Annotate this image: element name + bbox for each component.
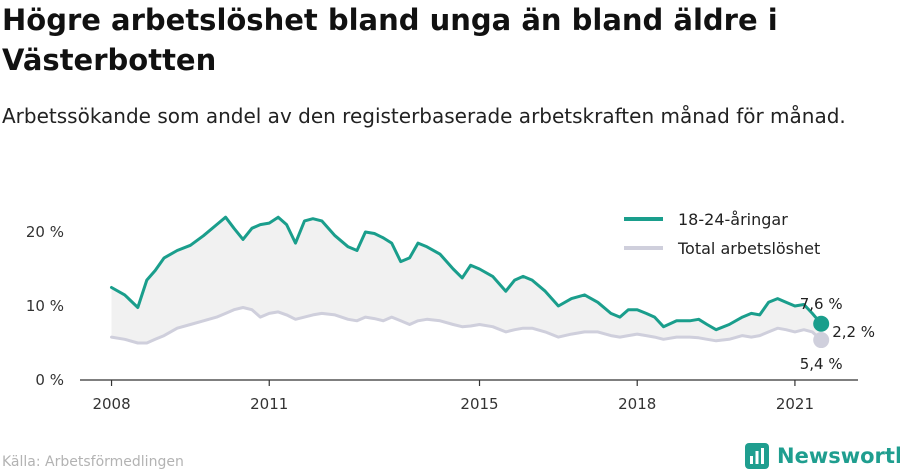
x-tick-label: 2018 <box>618 395 656 413</box>
x-tick-label: 2011 <box>250 395 288 413</box>
series-youth-line <box>110 215 823 332</box>
y-tick-label: 20 % <box>26 223 64 241</box>
legend-item-youth-label: 18-24-åringar <box>678 210 788 229</box>
youth-end-marker <box>813 315 830 332</box>
total-end-marker <box>813 332 830 349</box>
chart-title: Högre arbetslöshet bland unga än bland ä… <box>2 3 778 77</box>
newsworthy-logo-icon <box>745 443 769 469</box>
gap-band <box>111 217 822 343</box>
total-end-label: 5,4 % <box>800 355 843 373</box>
youth-end-label: 7,6 % <box>800 295 843 313</box>
y-tick-label: 10 % <box>26 297 64 315</box>
series-total-line <box>110 306 823 345</box>
legend-item-total-label: Total arbetslöshet <box>677 239 820 258</box>
y-tick-label: 0 % <box>35 371 64 389</box>
x-tick-label: 2021 <box>776 395 814 413</box>
chart-subtitle: Arbetssökande som andel av den registerb… <box>2 104 846 128</box>
brand-name: Newsworthy <box>777 444 900 468</box>
newsworthy-logo: Newsworthy <box>745 441 900 471</box>
source-note: Källa: Arbetsförmedlingen <box>2 454 184 470</box>
x-tick-label: 2008 <box>92 395 130 413</box>
x-tick-label: 2015 <box>460 395 498 413</box>
gap-label: 2,2 % <box>832 323 875 341</box>
